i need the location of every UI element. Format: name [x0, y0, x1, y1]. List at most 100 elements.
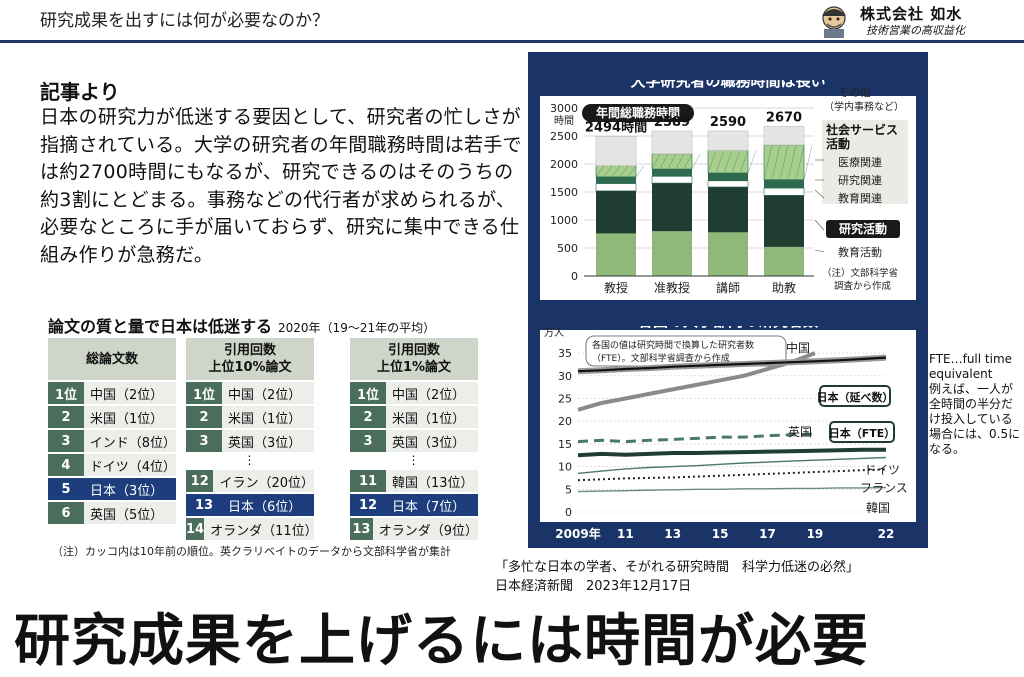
y-tick-label: 20	[558, 415, 572, 428]
y-tick-label: 3000	[550, 102, 578, 115]
bar-segment	[707, 180, 749, 188]
company-name: 株式会社 如水	[860, 5, 963, 23]
ranking-table: 引用回数 上位1%論文 1位 中国（2位） 2 米国（1位） 3 英国（3位） ⋮ 11 韓国（13…	[350, 338, 478, 540]
ranking-position: 12	[350, 494, 386, 516]
ranking-country: オランダ（11位）	[210, 523, 318, 539]
bar-hatch	[627, 165, 637, 178]
legend-social-box	[822, 120, 908, 204]
bar-total-label: 2589	[654, 115, 690, 130]
ranking-country: 米国（1位）	[90, 411, 164, 427]
ranking-position: 3	[48, 430, 84, 452]
bar-segment	[764, 195, 804, 247]
ranking-row: 2 米国（1位）	[48, 406, 176, 428]
y-tick-label: 1000	[550, 214, 578, 227]
ranking-country: イラン（20位）	[219, 475, 314, 491]
y-tick-label: 30	[558, 370, 572, 383]
series-label-japan-total: 日本（延べ数）	[817, 390, 894, 404]
bar-hatch	[803, 144, 813, 180]
bar-hatch	[787, 144, 797, 180]
bar-hatch	[659, 153, 669, 170]
bar-total-label: 2670	[766, 110, 802, 125]
bar-hatch	[707, 150, 717, 174]
company-tagline: 技術営業の高収益化	[866, 24, 965, 37]
x-tick-label: 22	[878, 527, 895, 541]
bar-hatch	[747, 150, 757, 174]
legend-education: 教育活動	[838, 245, 882, 259]
ranking-country: 日本（7位）	[392, 499, 466, 515]
bar-hatch	[723, 150, 733, 174]
ranking-position: 11	[350, 470, 386, 492]
legend-social: 社会サービス	[825, 122, 898, 137]
series-line	[577, 351, 816, 412]
bar-hatch	[603, 165, 613, 178]
x-tick-label: 助教	[772, 280, 796, 295]
x-tick-label: 11	[617, 527, 634, 541]
bar-hatch	[731, 150, 741, 174]
bar-hatch	[715, 150, 725, 174]
rankings-title-text: 論文の質と量で日本は低迷する	[48, 317, 273, 336]
ranking-table: 総論文数 1位 中国（2位） 2 米国（1位） 3 インド（8位） 4 ドイツ（4位） 5 日本（3…	[48, 338, 176, 524]
ranking-row: 3 英国（3位）	[186, 430, 314, 452]
y-axis-label: 万人	[544, 327, 564, 339]
legend-other-sub: （学内事務など）	[824, 100, 904, 113]
bar-hatch	[779, 144, 789, 180]
ranking-country: 中国（2位）	[228, 387, 302, 403]
series-label-france: フランス	[860, 481, 908, 495]
y-tick-label: 25	[558, 392, 572, 405]
ranking-country: 英国（3位）	[228, 435, 302, 451]
bar-segment	[651, 130, 693, 155]
ranking-position: 1位	[48, 382, 84, 404]
series-line	[577, 432, 815, 444]
x-tick-label: 19	[807, 527, 824, 541]
source-publication: 日本経済新聞 2023年12月17日	[495, 579, 692, 594]
ranking-row: 2 米国（1位）	[350, 406, 478, 428]
ranking-country: 中国（2位）	[90, 387, 164, 403]
bar-hatch	[691, 153, 701, 170]
ranking-country: 中国（2位）	[392, 387, 466, 403]
ranking-row: 3 インド（8位）	[48, 430, 176, 452]
fte-note: FTE…full time equivalent 例えば、一人が全時間の半分だけ…	[929, 352, 1022, 457]
series-line	[577, 468, 887, 482]
series-label-uk: 英国	[788, 425, 812, 439]
ranking-position: 1位	[186, 382, 222, 404]
ranking-table-header: 引用回数 上位10%論文	[186, 338, 314, 380]
researcher-count-chart: 各国の大学部門の研究者数 0 5 10 15 20 25 30 35 万人各国の値は研究時間で換算…	[540, 326, 916, 541]
y-tick-label: 0	[571, 270, 578, 283]
legend-other: その他	[838, 86, 871, 99]
ranking-position: 13	[350, 518, 373, 540]
legend-leader	[814, 219, 825, 231]
ranking-row: ⋮	[407, 453, 421, 467]
legend-research-related: 研究関連	[838, 173, 882, 187]
x-tick-label: 15	[712, 527, 729, 541]
legend-leader	[814, 189, 825, 199]
bar-hatch	[651, 153, 661, 170]
ranking-country: 米国（1位）	[392, 411, 466, 427]
ranking-country: 韓国（13位）	[392, 475, 474, 491]
bar-segment	[596, 233, 636, 276]
bar-hatch	[771, 144, 781, 180]
inner-title: 年間総職務時間	[596, 105, 680, 120]
ranking-row: 12 イラン（20位）	[186, 470, 314, 492]
chart-title: 大学研究者の職務時間は長い	[630, 80, 825, 90]
ranking-row: 2 米国（1位）	[186, 406, 314, 428]
fte-note-body: 例えば、一人が全時間の半分だけ投入している場合には、0.5になる。	[929, 382, 1021, 456]
bar-hatch	[611, 165, 621, 178]
ranking-country: 日本（3位）	[90, 483, 164, 499]
chart-title: 各国の大学部門の研究者数	[637, 326, 819, 330]
bar-total-label: 2590	[710, 115, 746, 130]
label-box-japan-total	[819, 385, 891, 407]
y-tick-label: 500	[557, 242, 578, 255]
ranking-header-line: 上位1%論文	[376, 360, 452, 375]
bar-segment	[763, 187, 805, 196]
page-title: 研究成果を出すには何が必要なのか？	[40, 11, 329, 31]
ranking-header-line: 総論文数	[85, 351, 138, 367]
ranking-position: 2	[48, 406, 84, 428]
ranking-position: 3	[350, 430, 386, 452]
bar-hatch	[683, 153, 693, 170]
y-tick-label: 2000	[550, 158, 578, 171]
ranking-position: 4	[48, 454, 84, 476]
ranking-position: 2	[186, 406, 222, 428]
ranking-header-line: 上位10%論文	[208, 360, 292, 375]
ranking-row: 13 オランダ（9位）	[350, 518, 478, 540]
ranking-row: 14 オランダ（11位）	[186, 518, 318, 540]
